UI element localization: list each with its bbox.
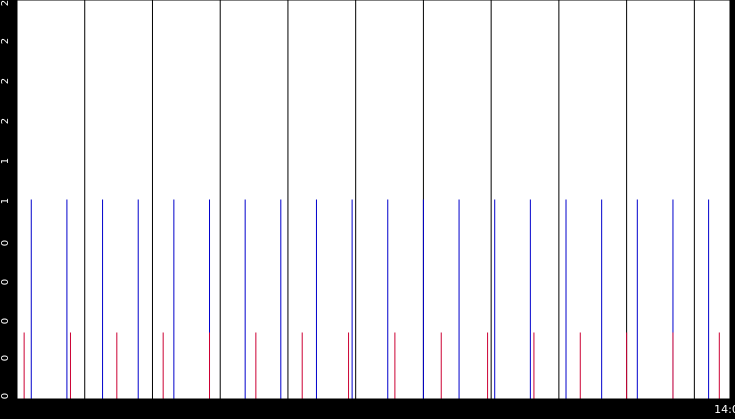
y-tick-label: 1 [0,198,11,204]
y-tick-label: 2 [0,0,11,6]
y-tick-label: 0 [0,355,11,361]
y-tick-label: 0 [0,240,11,246]
y-tick-label: 2 [0,78,11,84]
y-tick-label: 0 [0,279,11,285]
y-tick-label: 1 [0,158,11,164]
x-tick-label: 14:01 [714,403,735,415]
y-tick-label: 2 [0,38,11,44]
y-tick-label: 0 [0,318,11,324]
y-tick-label: 2 [0,118,11,124]
y-tick-label: 0 [0,393,11,399]
plot-area [17,0,730,399]
plot-frame [16,0,731,400]
